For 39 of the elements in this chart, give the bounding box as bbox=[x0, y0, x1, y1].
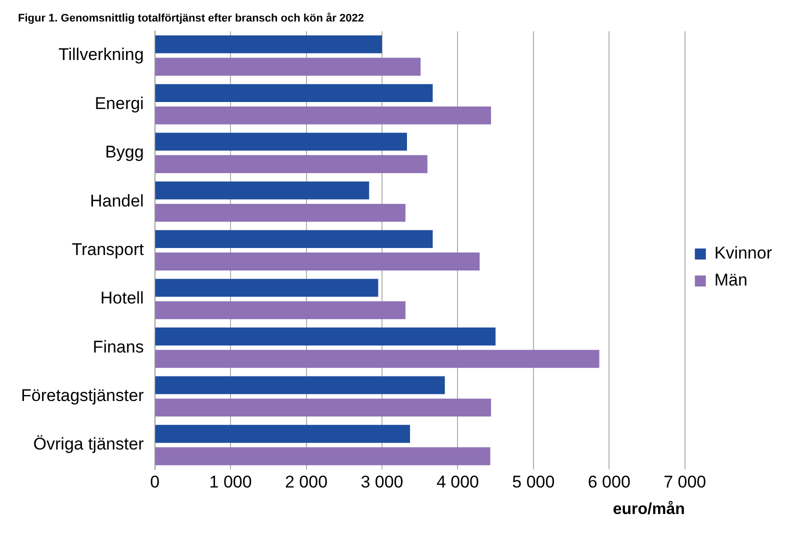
legend-label: Kvinnor bbox=[714, 244, 772, 263]
bar bbox=[155, 58, 421, 76]
bar bbox=[155, 106, 492, 124]
y-tick-label: Transport bbox=[72, 240, 144, 259]
bar bbox=[155, 328, 496, 346]
bar bbox=[155, 278, 378, 297]
bar bbox=[155, 301, 406, 320]
bar bbox=[155, 376, 445, 394]
x-tick-label: 2 000 bbox=[284, 472, 328, 492]
y-tick-label: Hotell bbox=[100, 288, 144, 308]
y-tick-label: Övriga tjänster bbox=[33, 434, 144, 454]
bar bbox=[155, 181, 370, 200]
y-tick-label: Energi bbox=[94, 94, 144, 113]
bar bbox=[155, 252, 480, 270]
legend-label: Män bbox=[714, 270, 748, 290]
bar bbox=[155, 447, 490, 466]
bar bbox=[155, 398, 492, 417]
bar bbox=[155, 132, 407, 151]
bar bbox=[155, 230, 433, 248]
y-tick-label: Tillverkning bbox=[58, 45, 144, 64]
y-tick-label: Bygg bbox=[105, 142, 144, 162]
y-tick-label: Finans bbox=[92, 337, 144, 356]
x-tick-label: 3 000 bbox=[360, 472, 404, 492]
x-tick-label: 6 000 bbox=[588, 472, 630, 492]
x-tick-label: 7 000 bbox=[664, 472, 706, 492]
bar bbox=[155, 204, 406, 222]
chart-title: Figur 1. Genomsnittlig totalförtjänst efter bransch och kön år 2022 bbox=[18, 12, 364, 25]
x-axis-title: euro/mån bbox=[612, 500, 685, 518]
y-tick-label: Handel bbox=[90, 191, 144, 210]
x-tick-label: 5 000 bbox=[512, 472, 555, 492]
x-tick-label: 4 000 bbox=[436, 472, 479, 492]
bar bbox=[155, 424, 410, 443]
bar bbox=[155, 155, 428, 174]
bar bbox=[155, 35, 382, 54]
bar bbox=[155, 350, 600, 368]
bar bbox=[155, 84, 433, 102]
x-tick-label: 0 bbox=[150, 472, 160, 492]
x-tick-label: 1 000 bbox=[209, 472, 252, 492]
y-tick-label: Företagstjänster bbox=[20, 386, 144, 406]
